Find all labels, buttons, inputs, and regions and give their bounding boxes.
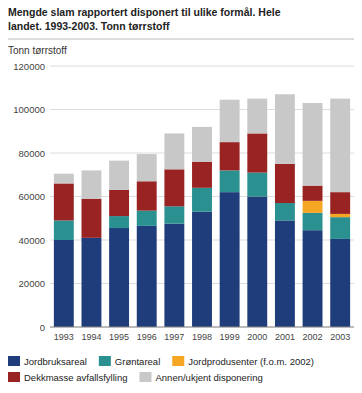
bar (220, 192, 240, 327)
bar (192, 127, 212, 162)
bar (109, 228, 129, 327)
y-tick-label: 100000 (13, 104, 45, 115)
bar (275, 164, 295, 203)
bar (330, 192, 350, 214)
legend-swatch (8, 356, 20, 366)
bar (82, 238, 102, 327)
bar (303, 201, 323, 213)
legend-label: Jordbruksareal (24, 356, 87, 367)
y-tick-label: 120000 (13, 61, 45, 72)
bar (54, 174, 74, 184)
bar (220, 100, 240, 142)
y-grid (50, 66, 354, 327)
y-tick-label: 80000 (19, 148, 45, 159)
x-tick-label: 1997 (164, 332, 184, 342)
y-tick-label: 20000 (19, 278, 45, 289)
legend-item: Jordprodusenter (f.o.m. 2002) (172, 356, 314, 367)
x-tick-label: 1995 (109, 332, 129, 342)
series (54, 192, 350, 327)
legend-swatch (139, 372, 151, 382)
y-tick-label: 60000 (19, 191, 45, 202)
legend-swatch (99, 356, 111, 366)
series (54, 94, 350, 198)
bar (54, 220, 74, 240)
x-tick-label: 2002 (303, 332, 323, 342)
bar (109, 190, 129, 216)
bar (164, 133, 184, 169)
x-tick-label: 2003 (330, 332, 350, 342)
bar (330, 214, 350, 217)
x-tick-label: 1994 (81, 332, 101, 342)
bar (192, 188, 212, 212)
y-axis-label: Tonn tørrstoff (8, 45, 67, 56)
legend-swatch (172, 356, 184, 366)
x-tick-label: 1999 (220, 332, 240, 342)
bar (303, 103, 323, 186)
x-tick-label: 2000 (247, 332, 267, 342)
bar (54, 183, 74, 220)
bar (303, 213, 323, 230)
bar (109, 161, 129, 190)
y-axis: 0 20000 40000 60000 80000 100000 120000 (13, 61, 45, 333)
bar (109, 216, 129, 228)
bar (247, 197, 267, 328)
bar (303, 230, 323, 327)
bar (164, 224, 184, 327)
bar (137, 154, 157, 181)
legend-item: Annen/ukjent disponering (139, 372, 262, 383)
legend-item: Dekkmasse avfallsfylling (8, 372, 127, 383)
title-line: Mengde slam rapportert disponert til uli… (8, 6, 281, 18)
legend-label: Dekkmasse avfallsfylling (24, 372, 127, 383)
separator (8, 39, 354, 40)
legend-label: Jordprodusenter (f.o.m. 2002) (188, 356, 314, 367)
bar (82, 199, 102, 238)
x-tick-label: 2001 (275, 332, 295, 342)
legend-item: Grøntareal (99, 356, 160, 367)
x-axis-line (50, 327, 354, 328)
bar (220, 142, 240, 170)
bar (54, 240, 74, 327)
legend: Jordbruksareal Grøntareal Jordprodusenter … (8, 356, 314, 383)
legend-item: Jordbruksareal (8, 356, 87, 367)
bar (220, 170, 240, 192)
bar (330, 217, 350, 239)
x-tick-label: 1996 (137, 332, 157, 342)
bar (137, 181, 157, 210)
x-tick-label: 1998 (192, 332, 212, 342)
x-axis: 1993 1994 1995 1996 1997 1998 1999 2000 2001 2002… (50, 327, 354, 342)
bar (303, 186, 323, 201)
bar (330, 99, 350, 193)
title-line: landet. 1993-2003. Tonn tørrstoff (8, 20, 170, 32)
bar (275, 220, 295, 327)
y-tick-label: 0 (40, 322, 45, 333)
chart: Mengde slam rapportert disponert til uli… (0, 0, 362, 393)
bar (82, 170, 102, 198)
grid-line (50, 327, 354, 328)
bar (247, 99, 267, 134)
bars (54, 94, 350, 327)
y-tick-label: 40000 (19, 235, 45, 246)
legend-label: Grøntareal (115, 356, 160, 367)
legend-label: Annen/ukjent disponering (155, 372, 262, 383)
bar (192, 162, 212, 188)
title: Mengde slam rapportert disponert til uli… (8, 6, 281, 32)
bar (164, 206, 184, 223)
bar (164, 169, 184, 206)
grid-line (50, 66, 354, 67)
bar (247, 173, 267, 197)
bar (275, 203, 295, 220)
x-tick-label: 1993 (54, 332, 74, 342)
bar (192, 212, 212, 327)
bar (137, 226, 157, 327)
bar (137, 211, 157, 226)
bar (247, 133, 267, 172)
legend-swatch (8, 372, 20, 382)
bar (275, 94, 295, 164)
bar (330, 239, 350, 327)
